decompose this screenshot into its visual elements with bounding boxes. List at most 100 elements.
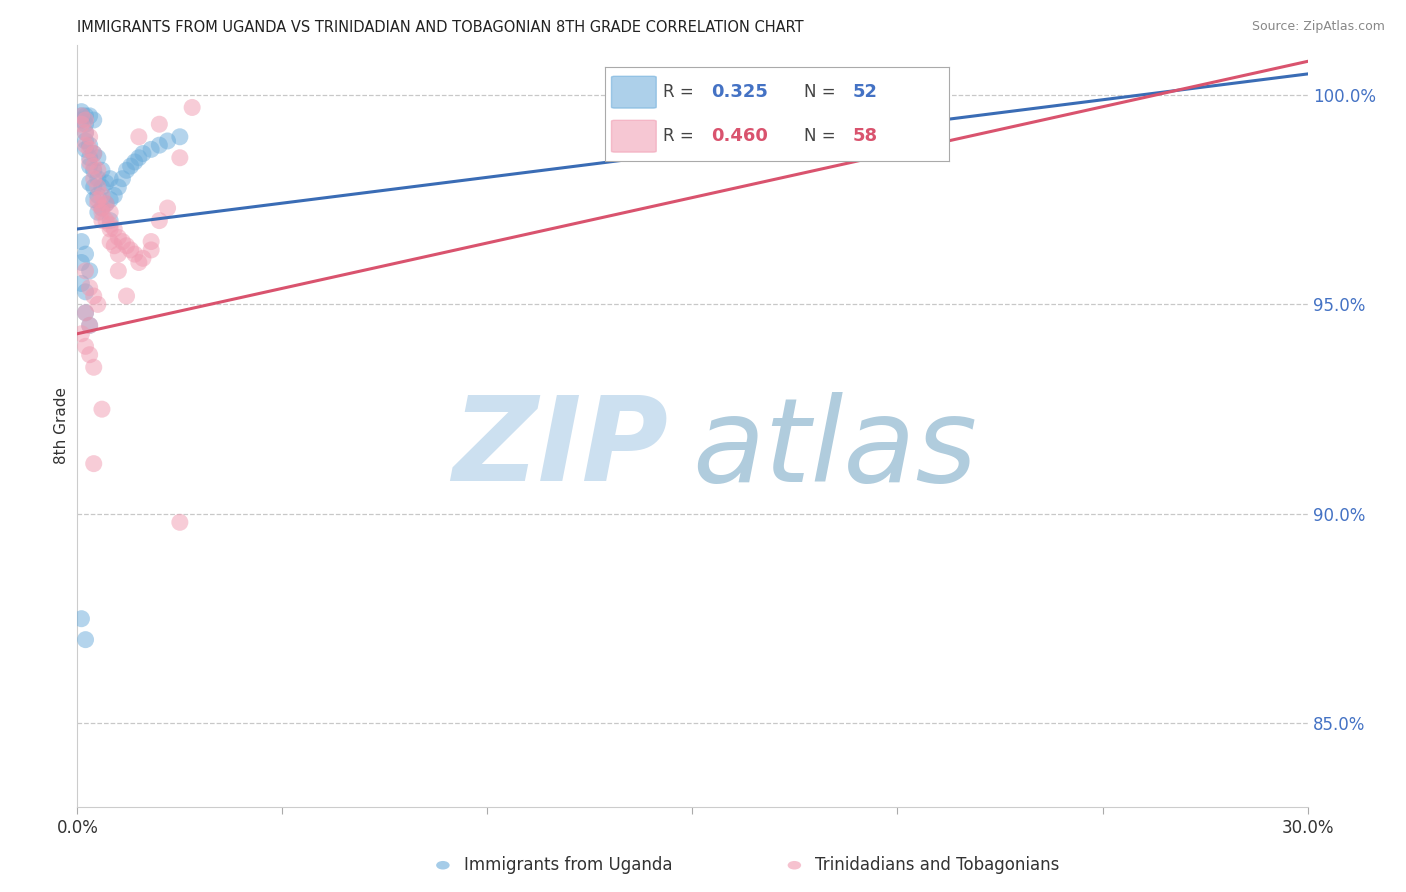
- Point: [87, 180, 110, 194]
- Point: [79, 264, 101, 278]
- Point: [70, 109, 93, 123]
- Point: [103, 238, 125, 252]
- Point: [75, 113, 97, 128]
- Point: [98, 205, 121, 219]
- Point: [156, 134, 179, 148]
- Point: [141, 243, 163, 257]
- Point: [70, 235, 93, 249]
- Point: [87, 205, 110, 219]
- Point: [169, 516, 191, 530]
- Y-axis label: 8th Grade: 8th Grade: [53, 387, 69, 465]
- FancyBboxPatch shape: [612, 120, 657, 153]
- Point: [75, 306, 97, 320]
- Point: [141, 142, 163, 156]
- Point: [124, 155, 146, 169]
- Point: [79, 129, 101, 144]
- Point: [75, 306, 97, 320]
- Text: Source: ZipAtlas.com: Source: ZipAtlas.com: [1251, 20, 1385, 33]
- Point: [79, 138, 101, 153]
- Point: [120, 159, 142, 173]
- Point: [83, 193, 105, 207]
- Point: [98, 222, 121, 236]
- Point: [75, 142, 97, 156]
- Point: [156, 201, 179, 215]
- Point: [75, 264, 97, 278]
- Point: [83, 146, 105, 161]
- Point: [75, 247, 97, 261]
- Point: [83, 163, 105, 178]
- Point: [90, 201, 114, 215]
- Point: [87, 193, 110, 207]
- Point: [83, 159, 105, 173]
- Point: [107, 264, 129, 278]
- Point: [98, 171, 121, 186]
- Point: [98, 213, 121, 227]
- Point: [90, 213, 114, 227]
- Point: [107, 180, 129, 194]
- Point: [98, 235, 121, 249]
- Point: [75, 117, 97, 131]
- Text: R =: R =: [664, 128, 699, 145]
- Text: IMMIGRANTS FROM UGANDA VS TRINIDADIAN AND TOBAGONIAN 8TH GRADE CORRELATION CHART: IMMIGRANTS FROM UGANDA VS TRINIDADIAN AN…: [77, 20, 804, 35]
- Point: [83, 457, 105, 471]
- Point: [75, 109, 97, 123]
- Text: atlas: atlas: [693, 392, 977, 506]
- Point: [132, 146, 155, 161]
- Point: [79, 280, 101, 294]
- Text: N =: N =: [804, 83, 841, 101]
- Text: Immigrants from Uganda: Immigrants from Uganda: [464, 856, 672, 874]
- Point: [169, 129, 191, 144]
- FancyBboxPatch shape: [612, 77, 657, 108]
- Point: [70, 612, 93, 626]
- Point: [79, 109, 101, 123]
- Point: [124, 247, 146, 261]
- Point: [128, 151, 150, 165]
- Point: [148, 213, 170, 227]
- Point: [70, 109, 93, 123]
- Point: [90, 180, 114, 194]
- Point: [87, 171, 110, 186]
- Text: ZIP: ZIP: [451, 392, 668, 507]
- Point: [75, 632, 97, 647]
- Point: [70, 104, 93, 119]
- Point: [87, 151, 110, 165]
- Point: [75, 138, 97, 153]
- Point: [83, 146, 105, 161]
- Point: [148, 117, 170, 131]
- Point: [79, 159, 101, 173]
- Point: [83, 113, 105, 128]
- Point: [70, 326, 93, 341]
- Point: [94, 197, 117, 211]
- Point: [94, 197, 117, 211]
- Point: [141, 235, 163, 249]
- Text: R =: R =: [664, 83, 699, 101]
- Point: [90, 188, 114, 202]
- Point: [75, 339, 97, 353]
- Point: [120, 243, 142, 257]
- Text: 0.325: 0.325: [711, 83, 768, 101]
- Point: [128, 129, 150, 144]
- Point: [90, 201, 114, 215]
- Point: [70, 117, 93, 131]
- Point: [128, 255, 150, 269]
- Point: [87, 163, 110, 178]
- Point: [79, 318, 101, 333]
- Point: [115, 289, 138, 303]
- Text: 52: 52: [852, 83, 877, 101]
- Point: [70, 255, 93, 269]
- Point: [103, 222, 125, 236]
- Text: Trinidadians and Tobagonians: Trinidadians and Tobagonians: [815, 856, 1060, 874]
- Point: [103, 188, 125, 202]
- Point: [90, 163, 114, 178]
- Point: [90, 402, 114, 417]
- Point: [148, 138, 170, 153]
- Point: [90, 205, 114, 219]
- Point: [87, 197, 110, 211]
- Point: [115, 238, 138, 252]
- Point: [107, 247, 129, 261]
- Point: [79, 151, 101, 165]
- Point: [79, 348, 101, 362]
- Point: [98, 218, 121, 232]
- Point: [132, 252, 155, 266]
- Point: [75, 134, 97, 148]
